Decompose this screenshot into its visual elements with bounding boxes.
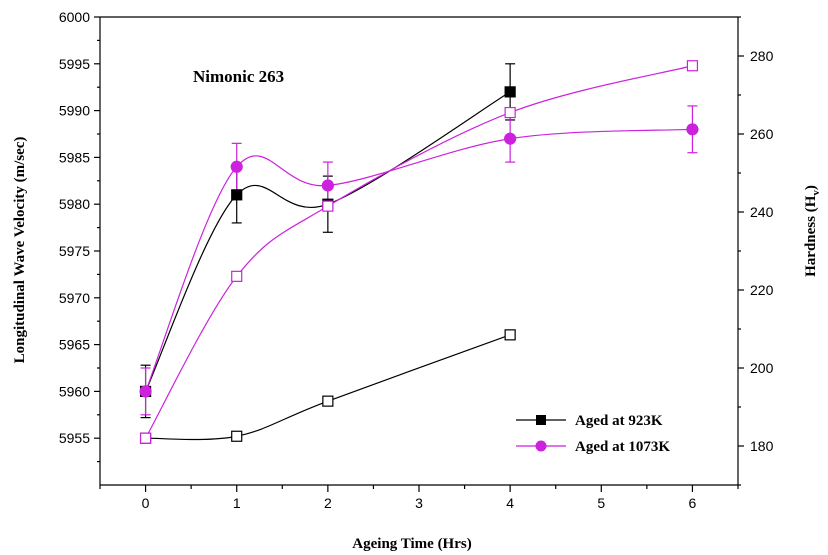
data-point <box>231 189 243 201</box>
x-tick-label: 4 <box>506 495 514 511</box>
y-left-tick-label: 5975 <box>59 243 90 259</box>
x-tick-label: 2 <box>324 495 332 511</box>
data-point <box>504 132 517 145</box>
y-right-tick-label: 180 <box>750 438 774 454</box>
x-tick-label: 5 <box>597 495 605 511</box>
y-right-tick-label: 260 <box>750 126 774 142</box>
data-point <box>321 179 334 192</box>
x-axis-title: Ageing Time (Hrs) <box>352 536 471 552</box>
legend-label-923k: Aged at 923K <box>575 413 663 429</box>
y-left-tick-label: 5990 <box>59 103 90 119</box>
series-0-curve <box>145 91 511 392</box>
data-point <box>231 430 243 442</box>
data-point <box>504 106 516 119</box>
data-point <box>139 432 152 444</box>
y-axis-title-right-main: Hardness (H <box>803 195 819 277</box>
y-right-tick-label: 220 <box>750 282 774 298</box>
data-point <box>504 86 516 98</box>
series-1-curve <box>145 128 693 392</box>
y-left-tick-label: 5955 <box>59 430 90 446</box>
y-left-tick-label: 6000 <box>59 9 90 25</box>
legend: Aged at 923K Aged at 1073K <box>516 413 670 455</box>
y-left-tick-label: 5985 <box>59 149 90 165</box>
ticks: 0 1 2 3 4 5 6 5955 5960 5965 5970 5975 5980 5985 5990 5… <box>59 9 774 511</box>
y-left-tick-label: 5980 <box>59 196 90 212</box>
data-markers <box>139 60 699 444</box>
y-right-tick-label: 280 <box>750 48 774 64</box>
data-point <box>139 385 152 398</box>
x-tick-label: 1 <box>233 495 241 511</box>
y-right-tick-label: 240 <box>750 204 774 220</box>
series-2-curve <box>145 334 511 441</box>
data-point <box>322 395 334 407</box>
data-point <box>686 123 699 136</box>
legend-label-1073k: Aged at 1073K <box>575 439 670 455</box>
y-right-tick-label: 200 <box>750 360 774 376</box>
y-axis-title-right-sub: v <box>810 190 822 196</box>
error-bars <box>140 63 698 419</box>
y-axis-title-right: Hardness (Hv) <box>803 185 822 277</box>
data-point <box>230 160 243 173</box>
data-point <box>504 329 516 341</box>
x-tick-label: 6 <box>689 495 697 511</box>
fit-curves <box>145 65 693 441</box>
data-point <box>231 270 243 282</box>
y-left-tick-label: 5960 <box>59 383 90 399</box>
data-point <box>686 60 699 72</box>
legend-marker-1073k <box>535 440 547 452</box>
series-3-curve <box>145 65 693 439</box>
y-axis-title-left: Longitudinal Wave Velocity (m/sec) <box>12 137 28 364</box>
annotation-label: Nimonic 263 <box>193 67 284 86</box>
legend-marker-923k <box>536 415 546 425</box>
x-tick-label: 3 <box>415 495 423 511</box>
y-axis-title-right-close: ) <box>803 185 819 190</box>
y-left-tick-label: 5970 <box>59 290 90 306</box>
y-left-tick-label: 5965 <box>59 337 90 353</box>
x-tick-label: 0 <box>142 495 150 511</box>
y-left-tick-label: 5995 <box>59 56 90 72</box>
data-point <box>322 200 334 212</box>
